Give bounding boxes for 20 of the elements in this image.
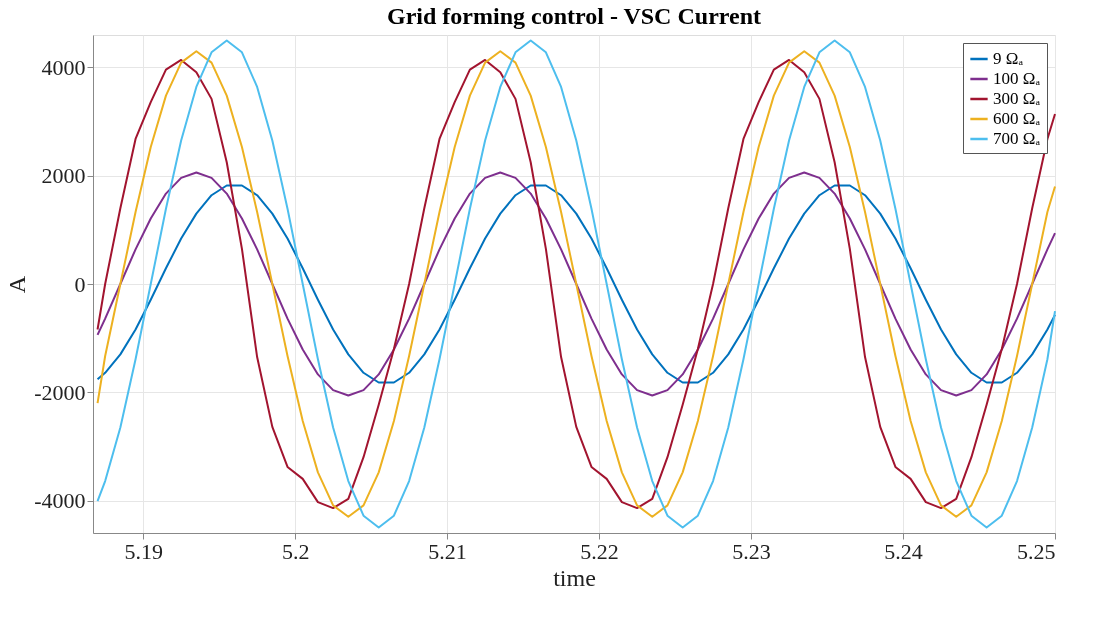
- y-axis-title: A: [4, 275, 31, 294]
- x-tick-label: 5.2: [281, 538, 310, 564]
- legend-label: 300 Ωₐ: [993, 89, 1041, 108]
- x-tick-label: 5.19: [124, 538, 163, 564]
- y-tick-label: 0: [74, 271, 86, 297]
- x-tick-label: 5.22: [580, 538, 619, 564]
- x-tick-label: 5.23: [732, 538, 771, 564]
- x-tick-label: 5.25: [1017, 538, 1056, 564]
- chart-title: Grid forming control - VSC Current: [387, 3, 761, 29]
- y-tick-label: -2000: [34, 379, 86, 405]
- legend-label: 9 Ωₐ: [993, 49, 1024, 68]
- legend-label: 600 Ωₐ: [993, 109, 1041, 128]
- x-tick-label: 5.24: [884, 538, 923, 564]
- x-axis-title: time: [553, 564, 596, 591]
- legend-label: 100 Ωₐ: [993, 69, 1041, 88]
- y-tick-label: 2000: [41, 163, 86, 189]
- legend-label: 700 Ωₐ: [993, 129, 1041, 148]
- y-tick-label: -4000: [34, 488, 86, 514]
- x-tick-label: 5.21: [428, 538, 467, 564]
- y-tick-label: 4000: [41, 54, 86, 80]
